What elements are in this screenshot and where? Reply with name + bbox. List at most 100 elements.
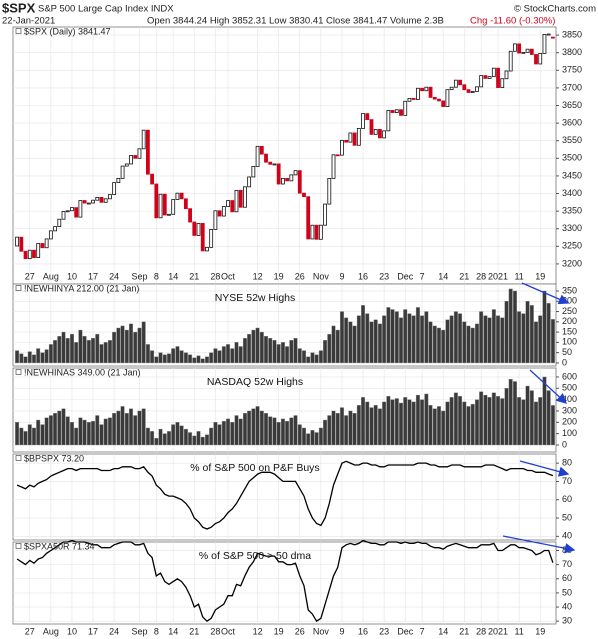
y-tick-label: 3450 [562, 170, 582, 180]
symbol: $SPX [2, 0, 36, 15]
legend: !NEWHINAS 349.00 (21 Jan) [24, 367, 141, 377]
bar [154, 437, 159, 446]
candle [243, 186, 247, 208]
bar [344, 415, 349, 446]
bar [483, 394, 488, 446]
x-tick-label: 21 [459, 271, 469, 281]
y-tick-label: 30 [562, 616, 572, 626]
candle [158, 193, 163, 219]
candle [213, 210, 218, 230]
candle [65, 210, 70, 213]
bar [517, 397, 522, 446]
bar [124, 329, 129, 364]
bar [82, 336, 87, 364]
bar [479, 311, 484, 364]
bar [327, 415, 332, 446]
bar [19, 427, 24, 446]
x-tick-label: 8 [154, 626, 159, 636]
bar [432, 408, 437, 446]
bar [479, 391, 484, 446]
candle [57, 218, 62, 228]
date: 22-Jan-2021 [2, 16, 55, 27]
bar [150, 350, 155, 364]
candle [496, 67, 500, 88]
candle [221, 206, 226, 217]
candle [369, 119, 374, 135]
x-tick-label: Nov [313, 271, 330, 281]
bar [48, 415, 53, 446]
bar [167, 353, 171, 364]
bar [247, 410, 252, 446]
bar [407, 313, 412, 364]
bar [272, 417, 277, 446]
bar [141, 408, 146, 446]
candle [331, 154, 336, 179]
bar [500, 317, 505, 364]
bar [188, 354, 193, 364]
bar [348, 321, 353, 364]
bar [129, 323, 133, 364]
bar [74, 342, 79, 364]
x-tick-label: 26 [295, 271, 305, 281]
candle [470, 91, 475, 93]
bar [162, 433, 167, 446]
y-tick-label: 150 [562, 326, 577, 336]
candle [475, 86, 479, 92]
y-tick-label: 300 [562, 296, 577, 306]
x-tick-label: Aug [43, 626, 59, 636]
y-tick-label: 50 [562, 587, 572, 597]
bar [449, 397, 454, 446]
y-tick-label: 3400 [562, 188, 582, 198]
panel-frame [12, 26, 557, 285]
bar [171, 348, 176, 364]
bar [57, 410, 62, 446]
candle [19, 236, 24, 252]
bar [508, 288, 513, 364]
bar [512, 381, 517, 446]
candle [247, 176, 252, 188]
bar [103, 418, 108, 446]
bar [289, 417, 294, 446]
bar [369, 407, 374, 446]
candle [424, 86, 429, 92]
candle [542, 33, 547, 54]
candle [394, 109, 399, 113]
bar [390, 309, 395, 364]
bar [19, 353, 24, 364]
bar [496, 315, 501, 364]
bar [196, 355, 201, 364]
bar [420, 315, 425, 364]
bar [255, 327, 260, 364]
x-tick-label: 23 [379, 626, 389, 636]
candle [91, 199, 95, 204]
candle [82, 200, 87, 204]
bar [356, 315, 361, 364]
candle [78, 200, 83, 218]
x-tick-label: 9 [339, 626, 344, 636]
bar [411, 401, 416, 446]
bar [154, 356, 159, 364]
y-tick-label: 200 [562, 417, 577, 427]
bar [529, 390, 534, 446]
candle [302, 192, 306, 198]
bar [377, 323, 382, 364]
bar [116, 410, 121, 446]
bar [221, 420, 226, 446]
bar [542, 376, 547, 446]
candle [297, 170, 302, 194]
bar [247, 333, 252, 364]
bar [192, 435, 197, 446]
candle [116, 177, 121, 184]
x-tick-label: Oct [221, 626, 236, 636]
bar [107, 417, 112, 446]
candle [44, 238, 49, 249]
y-tick-label: 50 [562, 512, 572, 522]
bar [491, 309, 496, 364]
bar [285, 346, 290, 364]
bar [69, 422, 74, 446]
bar [302, 427, 306, 446]
bar [200, 358, 205, 364]
y-tick-label: 0 [562, 357, 567, 367]
bar [133, 331, 138, 364]
change: Chg -11.60 (-0.30%) [470, 16, 555, 27]
